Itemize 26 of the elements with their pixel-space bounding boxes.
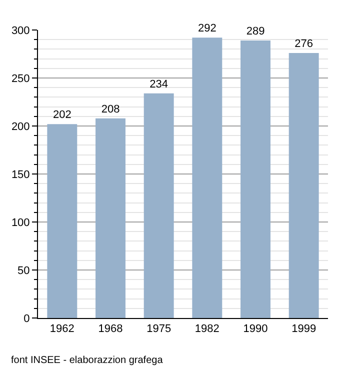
bar — [96, 118, 126, 318]
y-tick-label: 150 — [11, 168, 30, 181]
bar — [192, 38, 222, 318]
x-tick-label: 1968 — [98, 323, 123, 336]
x-tick-label: 1982 — [194, 323, 220, 336]
bar — [47, 124, 78, 318]
text: font INSEE - elaborazzion grafega — [11, 355, 164, 366]
bar — [288, 53, 319, 318]
data-label: 208 — [101, 103, 120, 116]
y-tick-label: 250 — [11, 72, 30, 85]
y-tick-label: 100 — [11, 216, 30, 229]
y-tick-label: 300 — [11, 24, 30, 37]
data-label: 292 — [198, 22, 216, 35]
bar — [144, 93, 174, 318]
bar — [240, 40, 270, 318]
data-label: 202 — [52, 109, 72, 122]
data-label: 289 — [246, 26, 265, 38]
y-tick-label: 0 — [24, 312, 30, 325]
y-tick-label: 50 — [18, 264, 30, 277]
y-tick-label: 200 — [11, 120, 30, 133]
x-tick-label: 1962 — [50, 323, 74, 336]
x-tick-label: 1975 — [146, 323, 172, 336]
x-tick-label: 1999 — [292, 323, 316, 336]
data-label: 234 — [150, 78, 168, 90]
x-tick-label: 1990 — [243, 323, 268, 336]
data-label: 276 — [294, 38, 314, 50]
